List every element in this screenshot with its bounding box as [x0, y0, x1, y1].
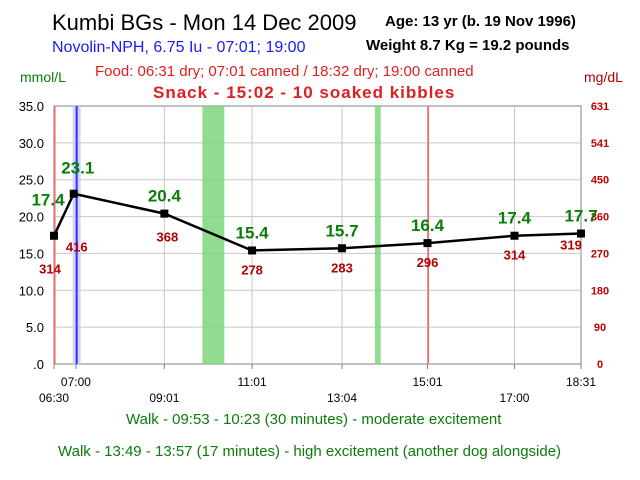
- food-text: Food: 06:31 dry; 07:01 canned / 18:32 dr…: [95, 63, 474, 80]
- bg-mmol-label: 16.4: [411, 216, 445, 235]
- ylabel-left: mmol/L: [20, 69, 66, 85]
- bg-mgdl-label: 314: [39, 262, 61, 277]
- bg-data-point: [248, 246, 257, 255]
- chart-title: Kumbi BGs - Mon 14 Dec 2009: [52, 10, 356, 35]
- walk-band: [374, 106, 381, 364]
- bg-mmol-label: 23.1: [61, 159, 94, 178]
- bg-data-point: [50, 231, 58, 240]
- y-tick-left: 20.0: [19, 210, 44, 225]
- bg-mgdl-label: 319: [560, 238, 582, 253]
- x-tick-label: 17:00: [499, 391, 529, 405]
- bg-data-point: [337, 244, 346, 253]
- plot-area: [53, 105, 582, 365]
- bg-mmol-label: 17.4: [498, 209, 532, 228]
- ylabel-right: mg/dL: [584, 69, 623, 85]
- x-tick-label: 13:04: [327, 391, 357, 405]
- bg-mgdl-label: 314: [504, 248, 526, 263]
- y-tick-right: 90: [594, 322, 606, 334]
- y-tick-right: 270: [591, 248, 609, 260]
- bg-mgdl-label: 296: [417, 255, 439, 270]
- bg-data-point: [160, 209, 169, 218]
- bg-mmol-label: 17.7: [564, 207, 597, 226]
- y-tick-right: 180: [591, 285, 609, 297]
- x-tick-label: 07:00: [61, 375, 91, 389]
- y-tick-left: 5.0: [26, 320, 44, 335]
- bg-mgdl-label: 278: [241, 262, 263, 277]
- x-tick-label: 11:01: [238, 375, 267, 389]
- y-tick-right: 450: [591, 175, 609, 187]
- x-tick-label: 15:01: [412, 375, 442, 389]
- bg-data-point: [423, 239, 432, 248]
- x-tick-label: 18:31: [566, 375, 596, 389]
- insulin-text: Novolin-NPH, 6.75 Iu - 07:01; 19:00: [52, 39, 306, 56]
- bg-mgdl-label: 368: [157, 230, 179, 245]
- y-tick-right: 0: [597, 359, 603, 371]
- y-tick-left: 35.0: [19, 99, 44, 114]
- walk2-text: Walk - 13:49 - 13:57 (17 minutes) - high…: [58, 443, 561, 460]
- snack-text: Snack - 15:02 - 10 soaked kibbles: [153, 83, 455, 102]
- age-text: Age: 13 yr (b. 19 Nov 1996): [385, 13, 576, 30]
- y-tick-right: 541: [591, 138, 609, 150]
- y-tick-left: .0: [33, 357, 44, 372]
- walk1-text: Walk - 09:53 - 10:23 (30 minutes) - mode…: [126, 411, 502, 428]
- y-tick-left: 30.0: [19, 136, 44, 151]
- weight-text: Weight 8.7 Kg = 19.2 pounds: [366, 37, 570, 54]
- bg-mmol-label: 17.4: [31, 191, 65, 210]
- bg-data-point: [69, 189, 78, 198]
- y-tick-left: 15.0: [19, 246, 44, 261]
- bg-data-point: [510, 231, 519, 240]
- x-tick-label: 06:30: [39, 391, 69, 405]
- y-tick-right: 631: [591, 101, 609, 113]
- bg-mmol-label: 20.4: [148, 187, 182, 206]
- y-tick-left: 10.0: [19, 283, 44, 298]
- bg-mmol-label: 15.4: [236, 223, 270, 242]
- bg-mgdl-label: 283: [331, 260, 353, 275]
- bg-data-point: [577, 229, 585, 238]
- bg-mgdl-label: 416: [66, 240, 88, 255]
- x-tick-label: 09:01: [149, 391, 179, 405]
- bg-series-line: [52, 192, 582, 252]
- y-tick-left: 25.0: [19, 173, 44, 188]
- bg-mmol-label: 15.7: [325, 221, 358, 240]
- y-tick-right: 360: [591, 212, 609, 224]
